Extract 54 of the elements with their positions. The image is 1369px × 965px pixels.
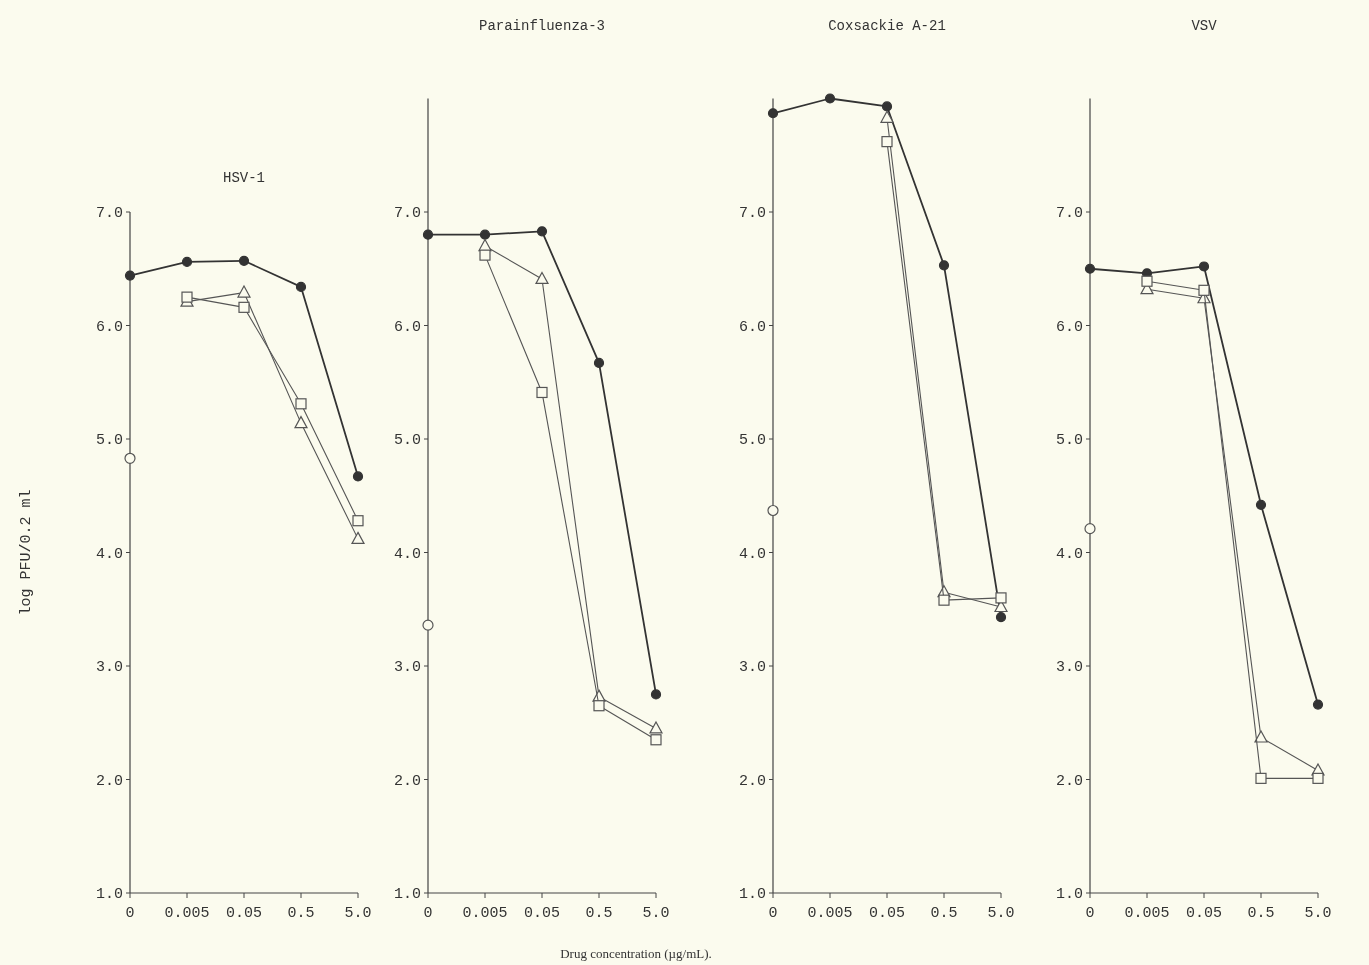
y-tick-label: 5.0 [393,432,421,450]
x-tick-label: 5.0 [1304,905,1332,922]
y-tick-label: 6.0 [95,318,123,336]
y-tick-label: 3.0 [738,659,766,677]
y-tick-label: 1.0 [95,886,123,904]
x-tick-label: 0.05 [868,905,906,922]
chart-title: Parainfluenza-3 [478,18,606,34]
y-tick-label: 7.0 [1055,205,1083,223]
x-tick-label: 0.5 [1247,905,1275,922]
y-tick-label: 2.0 [738,772,766,790]
y-tick-label: 6.0 [738,318,766,336]
y-tick-label: 2.0 [393,772,421,790]
y-tick-label: 6.0 [393,318,421,336]
x-tick-label: 0 [768,905,778,922]
x-tick-label: 5.0 [344,905,372,922]
x-tick-label: 5.0 [642,905,670,922]
x-axis-title: Drug concentration (µg/mL). [560,946,712,961]
x-tick-label: 0 [125,905,135,922]
x-tick-label: 0 [1085,905,1095,922]
y-tick-label: 2.0 [95,772,123,790]
y-tick-label: 7.0 [393,205,421,223]
y-tick-label: 7.0 [95,205,123,223]
x-tick-label: 0.5 [585,905,613,922]
y-tick-label: 1.0 [1055,886,1083,904]
x-tick-label: 0.5 [930,905,958,922]
x-tick-label: 0.005 [462,905,508,922]
y-tick-label: 4.0 [738,545,766,563]
y-tick-label: 7.0 [738,205,766,223]
y-tick-label: 6.0 [1055,318,1083,336]
y-axis-title: log PFU/0.2 ml [18,489,35,616]
x-tick-label: 0.5 [287,905,315,922]
x-tick-label: 0.05 [225,905,263,922]
chart-title: VSV [1191,18,1218,34]
y-tick-label: 4.0 [393,545,421,563]
x-tick-label: 0.005 [807,905,853,922]
x-tick-label: 0.05 [1185,905,1223,922]
y-tick-label: 1.0 [393,886,421,904]
x-tick-label: 0 [423,905,433,922]
y-tick-label: 5.0 [95,432,123,450]
x-tick-label: 0.005 [164,905,210,922]
y-tick-label: 5.0 [738,432,766,450]
chart-title: Coxsackie A-21 [828,18,946,34]
x-tick-label: 5.0 [987,905,1015,922]
y-tick-label: 4.0 [95,545,123,563]
y-tick-label: 3.0 [95,659,123,677]
y-tick-label: 3.0 [1055,659,1083,677]
y-tick-label: 2.0 [1055,772,1083,790]
y-tick-label: 5.0 [1055,432,1083,450]
chart-title: HSV-1 [222,170,266,186]
y-tick-label: 4.0 [1055,545,1083,563]
x-tick-label: 0.05 [523,905,561,922]
x-tick-label: 0.005 [1124,905,1170,922]
y-tick-label: 3.0 [393,659,421,677]
y-tick-label: 1.0 [738,886,766,904]
